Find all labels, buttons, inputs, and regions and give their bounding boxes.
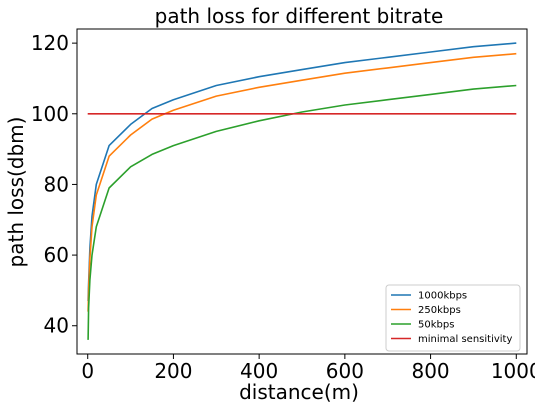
y-axis-label: path loss(dbm) [4, 117, 28, 268]
legend-entry-label: 250kbps [418, 305, 461, 316]
legend-entry-label: minimal sensitivity [418, 334, 512, 345]
y-tick-label: 40 [44, 314, 69, 338]
series-line-2 [87, 84, 517, 340]
x-tick-label: 600 [326, 359, 364, 383]
y-tick-label: 60 [44, 243, 69, 267]
x-axis: 0 200 400 600 800 1000 [81, 354, 535, 383]
x-tick-label: 400 [240, 359, 278, 383]
y-tick-label: 80 [44, 172, 69, 196]
legend: 1000kbps 250kbps 50kbps minimal sensitivity [385, 284, 521, 352]
chart-title: path loss for different bitrate [155, 4, 444, 28]
x-tick-label: 800 [411, 359, 449, 383]
legend-entry-label: 50kbps [418, 320, 454, 331]
legend-box [385, 284, 521, 352]
y-axis: 40 60 80 100 120 [31, 31, 77, 338]
legend-entry-label: 1000kbps [418, 291, 467, 302]
series-line-1 [87, 52, 517, 312]
x-tick-label: 1000 [491, 359, 535, 383]
y-tick-label: 100 [31, 102, 69, 126]
x-tick-label: 200 [154, 359, 192, 383]
x-tick-label: 0 [81, 359, 94, 383]
y-tick-label: 120 [31, 31, 69, 55]
series-layer [87, 42, 517, 340]
x-axis-label: distance(m) [239, 380, 359, 404]
